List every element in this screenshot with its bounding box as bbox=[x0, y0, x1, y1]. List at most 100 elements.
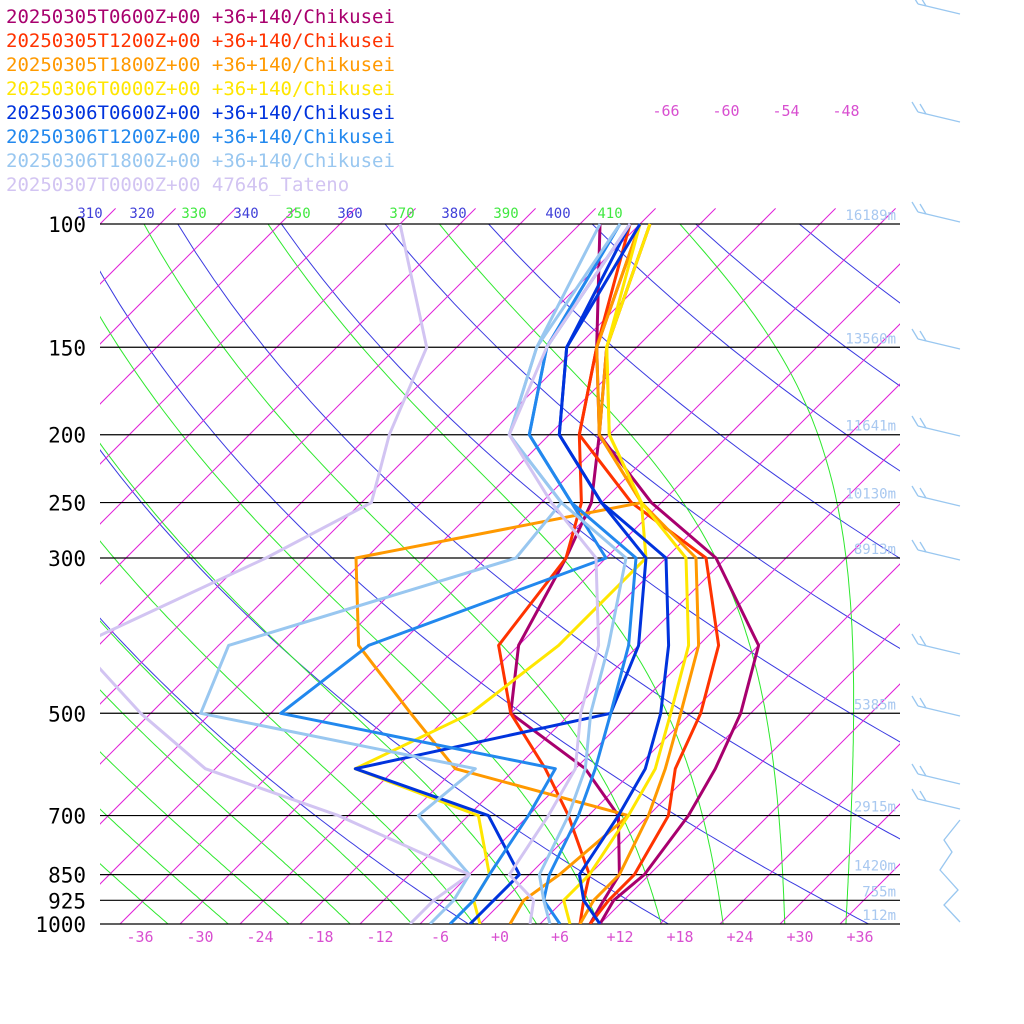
isotherm-line bbox=[779, 803, 900, 924]
pressure-label: 150 bbox=[48, 336, 86, 360]
isotherm-line bbox=[119, 208, 836, 924]
height-label: 5385m bbox=[854, 697, 896, 713]
temperature-tick-label: -24 bbox=[246, 928, 273, 946]
moist-adiabat bbox=[143, 224, 662, 924]
temperature-tick-label: +12 bbox=[606, 928, 633, 946]
isotherm-line bbox=[359, 383, 900, 924]
legend-entry: 20250305T1800Z+00 +36+140/Chikusei bbox=[6, 54, 395, 76]
isotherm-line bbox=[479, 503, 900, 924]
moist-adiabat bbox=[100, 689, 351, 924]
wind-barb-flag bbox=[919, 790, 927, 802]
legend-entry: 20250306T0000Z+00 +36+140/Chikusei bbox=[6, 78, 395, 100]
wind-barb-flag bbox=[911, 415, 919, 427]
wind-barb-icon bbox=[917, 549, 961, 561]
wind-barb-icon bbox=[917, 798, 961, 810]
temperature-profile-line bbox=[507, 223, 632, 924]
dry-adiabat bbox=[798, 224, 900, 304]
legend-entry: 20250305T0600Z+00 +36+140/Chikusei bbox=[6, 6, 395, 28]
wind-barb-flag bbox=[911, 633, 919, 645]
wind-barb-flag bbox=[919, 487, 927, 499]
moist-adiabat bbox=[439, 224, 786, 924]
dewpoint-profile-line bbox=[497, 223, 632, 924]
wind-barb-flag bbox=[911, 201, 919, 213]
wind-barb-icon bbox=[917, 705, 961, 717]
pressure-level-lines bbox=[100, 223, 900, 925]
dry-adiabat-lines bbox=[100, 192, 1024, 939]
isotherm-line bbox=[539, 563, 900, 924]
moist-adiabat bbox=[100, 751, 290, 924]
theta-label: 350 bbox=[285, 206, 310, 222]
height-label: 11641m bbox=[845, 419, 896, 435]
moist-adiabat bbox=[267, 224, 724, 924]
theta-label: 380 bbox=[441, 206, 466, 222]
moist-adiabat bbox=[100, 808, 230, 924]
pressure-label: 925 bbox=[48, 889, 86, 913]
wind-barb-flag bbox=[919, 635, 927, 647]
pressure-label: 100 bbox=[48, 213, 86, 237]
dry-adiabat bbox=[863, 192, 1024, 939]
dewpoint-profile-line bbox=[354, 223, 643, 924]
moist-adiabat-lines bbox=[100, 224, 855, 924]
temperature-profile-line bbox=[578, 223, 701, 924]
wind-barb-flag bbox=[911, 788, 919, 800]
height-label: 13560m bbox=[845, 331, 896, 347]
isotherm-line bbox=[100, 208, 536, 645]
temperature-tick-label: -36 bbox=[126, 928, 153, 946]
pressure-label: 1000 bbox=[35, 913, 86, 937]
wind-barb-icon bbox=[917, 338, 961, 350]
dry-adiabat bbox=[384, 224, 900, 650]
temperature-tick-label: +0 bbox=[491, 928, 509, 946]
legend-entry: 20250307T0000Z+00 47646_Tateno bbox=[6, 174, 349, 196]
theta-label: 310 bbox=[77, 206, 102, 222]
wind-barb-icon bbox=[917, 495, 961, 507]
wind-barb-flag bbox=[919, 103, 927, 115]
moist-adiabat bbox=[100, 620, 413, 924]
isotherm-line bbox=[179, 208, 896, 924]
pressure-label: 700 bbox=[48, 805, 86, 829]
dewpoint-profile-line bbox=[199, 223, 602, 924]
theta-label: 340 bbox=[233, 206, 258, 222]
theta-label: 360 bbox=[337, 206, 362, 222]
wind-barb-flag bbox=[919, 697, 927, 709]
legend: 20250305T0600Z+00 +36+140/Chikusei 202503… bbox=[6, 6, 395, 196]
isotherm-line bbox=[899, 923, 900, 924]
theta-label: 320 bbox=[129, 206, 154, 222]
legend-entry: 20250306T0600Z+00 +36+140/Chikusei bbox=[6, 102, 395, 124]
dry-adiabat bbox=[694, 224, 900, 387]
wind-barb-flag bbox=[911, 101, 919, 113]
dry-adiabat bbox=[487, 224, 900, 559]
isotherm-line bbox=[299, 323, 900, 924]
wind-barb-icon bbox=[917, 211, 961, 223]
dry-adiabat bbox=[100, 617, 470, 924]
wind-barb-flag bbox=[919, 203, 927, 215]
isotherm-line bbox=[100, 208, 356, 465]
pressure-label: 200 bbox=[48, 424, 86, 448]
temperature-tick-label: -6 bbox=[431, 928, 449, 946]
temperature-tick-label: -12 bbox=[366, 928, 393, 946]
isotherm-line bbox=[239, 263, 900, 924]
isotherm-lines bbox=[100, 208, 900, 924]
wind-barbs bbox=[911, 0, 961, 923]
pressure-label: 850 bbox=[48, 864, 86, 888]
height-label: 8913m bbox=[854, 542, 896, 558]
pressure-label: 500 bbox=[48, 702, 86, 726]
height-label: 1420m bbox=[854, 859, 896, 875]
dewpoint-profile-line bbox=[100, 223, 471, 924]
wind-barb-icon bbox=[917, 773, 961, 785]
theta-label: 390 bbox=[493, 206, 518, 222]
moist-adiabat bbox=[100, 540, 475, 924]
isotherm-line bbox=[100, 208, 416, 525]
temperature-tick-label: -18 bbox=[306, 928, 333, 946]
height-label: 112m bbox=[862, 908, 896, 924]
isotherm-line bbox=[100, 208, 776, 885]
wind-barb-flag bbox=[921, 0, 927, 7]
temperature-tick-label: +18 bbox=[666, 928, 693, 946]
wind-barb-flag bbox=[911, 539, 919, 551]
top-isotherm-label: -48 bbox=[832, 102, 859, 120]
height-label: 2915m bbox=[854, 800, 896, 816]
temperature-tick-label: -30 bbox=[186, 928, 213, 946]
isotherm-line bbox=[839, 863, 900, 924]
wind-barb-flag bbox=[919, 541, 927, 553]
moist-adiabat bbox=[100, 442, 538, 924]
